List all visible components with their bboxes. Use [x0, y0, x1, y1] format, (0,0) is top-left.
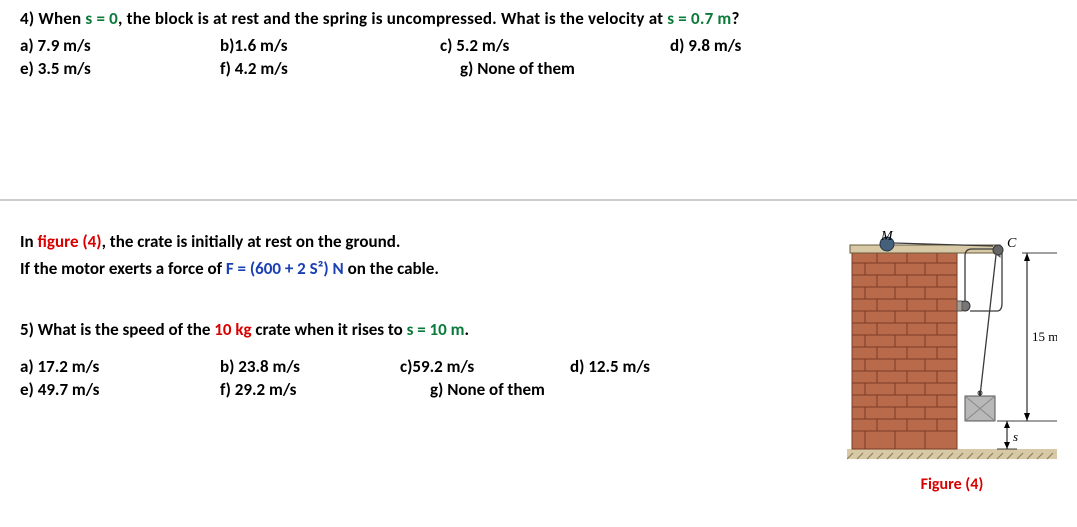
q5-options-row2: e) 49.7 m/s f) 29.2 m/s g) None of them	[20, 379, 837, 400]
q4-opt-b: b)1.6 m/s	[220, 35, 440, 56]
prob5-line2-post: on the cable.	[344, 258, 439, 279]
label-C: C	[1007, 236, 1017, 251]
q4-prefix: 4) When	[20, 8, 85, 29]
q4-opt-f: f) 4.2 m/s	[220, 58, 460, 79]
q5-mass: 10 kg	[214, 319, 251, 340]
q5-mid: crate when it rises to	[252, 319, 407, 340]
q5-pre: 5) What is the speed of the	[20, 319, 214, 340]
q5-opt-e: e) 49.7 m/s	[20, 379, 220, 400]
prob5-line1: In figure (4), the crate is initially at…	[20, 231, 837, 252]
prob5-line1-pre: In	[20, 231, 38, 252]
q5-opt-a: a) 17.2 m/s	[20, 356, 220, 377]
q4-text: 4) When s = 0, the block is at rest and …	[20, 8, 1057, 29]
figure-4-svg: M C	[847, 231, 1057, 471]
prob5-line2-pre: If the motor exerts a force of	[20, 258, 226, 279]
label-s: s	[1013, 429, 1018, 444]
q4-mid: , the block is at rest and the spring is…	[118, 8, 667, 29]
brick-wall	[852, 251, 957, 449]
q5-opt-c: c)59.2 m/s	[400, 356, 570, 377]
dim-15m: 15 m	[1032, 329, 1057, 344]
q5-opt-d: d) 12.5 m/s	[570, 356, 740, 377]
q4-opt-e: e) 3.5 m/s	[20, 58, 220, 79]
q4-options-row1: a) 7.9 m/s b)1.6 m/s c) 5.2 m/s d) 9.8 m…	[20, 35, 1057, 56]
prob5-force: F = (600 + 2 S²) N	[226, 258, 344, 279]
prob5-line1-post: , the crate is initially at rest on the …	[102, 231, 401, 252]
q5-end: .	[464, 319, 469, 340]
q5-opt-f: f) 29.2 m/s	[220, 379, 430, 400]
q4-opt-c: c) 5.2 m/s	[440, 35, 670, 56]
prob5-line2: If the motor exerts a force of F = (600 …	[20, 258, 837, 279]
q5-options-row1: a) 17.2 m/s b) 23.8 m/s c)59.2 m/s d) 12…	[20, 356, 837, 377]
q4-options-row2: e) 3.5 m/s f) 4.2 m/s g) None of them	[20, 58, 1057, 79]
q4-sval: s = 0.7 m	[667, 8, 731, 29]
q4-opt-g: g) None of them	[460, 58, 720, 79]
q5-text: 5) What is the speed of the 10 kg crate …	[20, 319, 837, 340]
label-M: M	[880, 231, 894, 244]
q5-opt-g: g) None of them	[430, 379, 650, 400]
prob5-fig-ref: figure (4)	[38, 231, 102, 252]
q4-qmark: ?	[731, 8, 739, 29]
q5-opt-b: b) 23.8 m/s	[220, 356, 400, 377]
cable-to-crate	[980, 255, 996, 396]
q4-s0: s = 0	[85, 8, 118, 29]
figure-caption: Figure (4)	[921, 475, 984, 494]
q5-sval: s = 10 m	[407, 319, 465, 340]
q4-opt-d: d) 9.8 m/s	[670, 35, 870, 56]
q4-opt-a: a) 7.9 m/s	[20, 35, 220, 56]
